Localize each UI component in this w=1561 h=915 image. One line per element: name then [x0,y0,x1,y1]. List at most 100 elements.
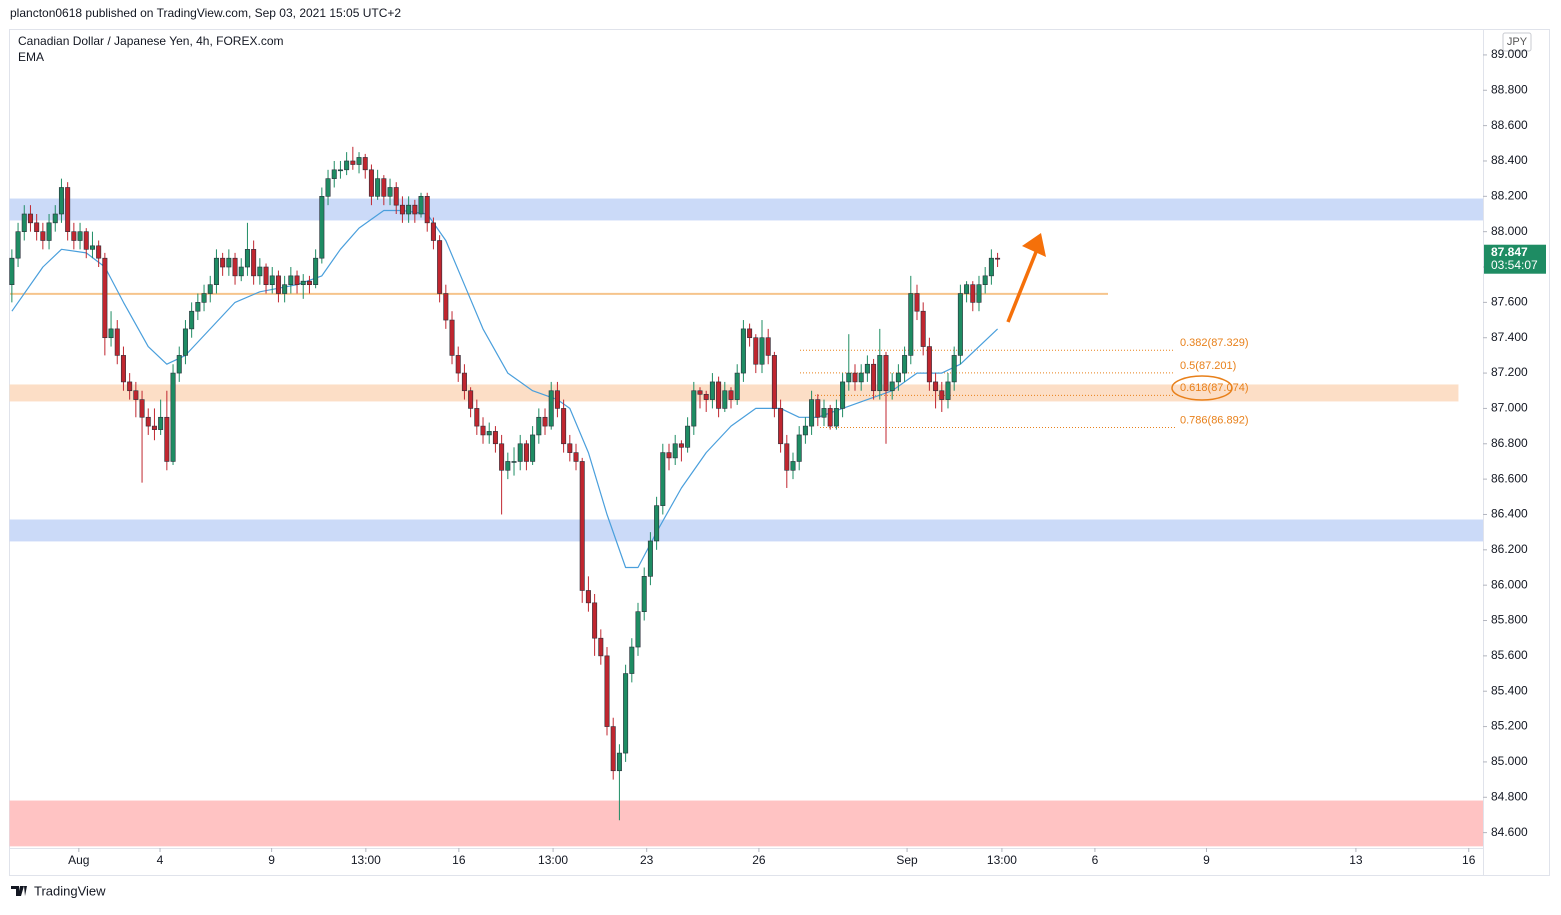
candle-body [83,231,89,250]
candle-body [753,337,759,365]
candle-body [96,245,102,259]
candle-body [486,431,492,436]
candle-body [40,231,46,241]
candle-body [784,443,790,471]
y-tick-label: 88.000 [1491,224,1528,238]
candle-body [815,399,821,418]
candle-body [579,461,585,591]
candle-body [461,372,467,392]
candle-body [592,602,598,639]
candle-body [864,363,870,374]
fib-label: 0.618(87.074) [1180,382,1249,394]
x-tick-label: 13:00 [538,853,568,867]
zone [9,519,1484,542]
candle-body [393,187,399,206]
candle-body [920,310,926,347]
candle-body [189,310,195,330]
candle-body [15,231,21,259]
candle-body [437,240,443,294]
candle-body [282,284,288,294]
candle-body [424,196,430,224]
candle-body [269,275,275,285]
candle-body [821,408,827,418]
candle-body [778,408,784,445]
x-tick-label: 4 [157,853,164,867]
y-tick-label: 88.800 [1491,82,1528,96]
candle-body [895,372,901,383]
candle-body [89,245,95,250]
candle-body [52,213,58,224]
candle-body [300,280,306,285]
candle-body [344,160,350,171]
candle-body [133,390,139,400]
candle-body [647,540,653,577]
y-tick-label: 88.600 [1491,118,1528,132]
y-tick-label: 87.000 [1491,401,1528,415]
candle-body [164,416,170,462]
currency-box[interactable] [1502,32,1532,52]
y-tick-label: 86.600 [1491,471,1528,485]
candle-body [877,355,883,392]
candle-body [902,355,908,374]
candle-body [362,157,368,171]
candle-body [616,752,622,772]
candle-body [213,257,219,285]
candle-body [759,337,765,365]
candle-body [21,213,27,232]
candle-body [722,390,728,409]
candle-body [641,576,647,612]
candle-body [71,231,77,241]
candle-body [46,222,52,241]
candle-body [995,257,1001,260]
candle-body [672,443,678,459]
candle-body [77,231,83,241]
currency[interactable]: JPY [1507,36,1528,48]
candle-body [313,257,319,285]
y-tick-label: 84.800 [1491,789,1528,803]
x-tick-label: 13:00 [351,853,381,867]
x-tick-label: 6 [1092,853,1099,867]
candle-body [399,204,405,215]
y-tick-label: 86.400 [1491,507,1528,521]
x-tick-label: 9 [1203,853,1210,867]
candle-body [517,443,523,462]
candle-body [418,196,424,215]
y-tick-label: 86.200 [1491,542,1528,556]
candle-body [176,355,182,374]
x-tick-label: 13 [1349,853,1363,867]
candle-body [114,328,120,356]
candle-body [275,275,281,294]
candle-body [356,157,362,165]
candle-body [871,363,877,392]
candle-body [666,452,672,459]
candle-body [449,319,455,356]
candle-body [27,213,33,224]
logo-mark [11,886,27,896]
candle-body [226,257,232,268]
y-tick-label: 85.400 [1491,683,1528,697]
candle-body [635,611,641,648]
candle-body [691,390,697,427]
zone [9,384,1459,402]
candle-body [573,452,579,462]
last-price-box [1484,244,1546,274]
candle-body [350,160,356,165]
candle-body [889,381,895,392]
candle-body [505,461,511,471]
candle-body [151,425,157,430]
candle-body [747,328,753,339]
y-tick-label: 87.400 [1491,330,1528,344]
candle-body [858,372,864,383]
zone [9,800,1484,847]
candle-body [319,196,325,259]
x-tick-label: 23 [640,853,654,867]
candle-body [443,293,449,321]
candle-body [709,381,715,400]
candle-body [492,431,498,445]
candle-body [716,381,722,409]
candle-body [654,505,660,542]
candle-body [387,187,393,197]
y-tick-label: 88.400 [1491,153,1528,167]
y-tick-label: 88.200 [1491,188,1528,202]
